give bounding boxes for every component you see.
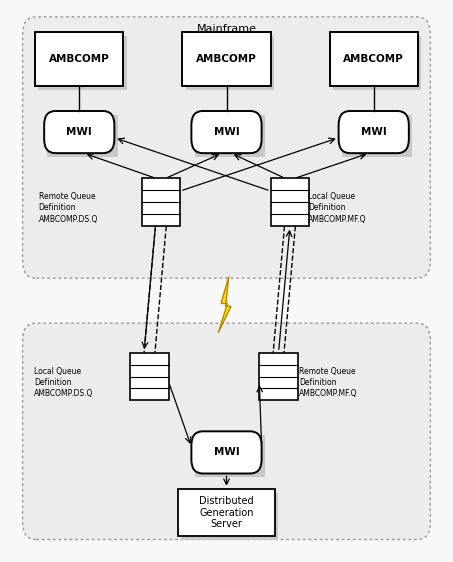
FancyBboxPatch shape	[44, 111, 114, 153]
Text: Remote Queue
Definition
AMBCOMP.DS.Q: Remote Queue Definition AMBCOMP.DS.Q	[39, 192, 98, 224]
Bar	[186, 37, 274, 90]
Bar	[342, 115, 412, 157]
Polygon shape	[218, 277, 231, 333]
Bar	[141, 179, 180, 226]
Text: AMBCOMP: AMBCOMP	[49, 54, 110, 64]
Bar	[195, 115, 265, 157]
Text: MWI: MWI	[214, 127, 239, 137]
Bar	[47, 115, 118, 157]
Text: MWI: MWI	[214, 447, 239, 457]
Bar	[35, 33, 123, 85]
Text: MWI: MWI	[361, 127, 386, 137]
Bar	[333, 37, 421, 90]
FancyBboxPatch shape	[191, 111, 262, 153]
Text: Distributed
Generation
Server: Distributed Generation Server	[199, 496, 254, 529]
Bar	[130, 353, 169, 400]
FancyBboxPatch shape	[191, 432, 262, 473]
FancyBboxPatch shape	[338, 111, 409, 153]
Text: Remote Queue
Definition
AMBCOMP.MF.Q: Remote Queue Definition AMBCOMP.MF.Q	[299, 366, 357, 398]
FancyBboxPatch shape	[23, 17, 430, 278]
Text: AMBCOMP: AMBCOMP	[196, 54, 257, 64]
Bar	[195, 435, 265, 478]
Bar	[260, 353, 298, 400]
Text: MWI: MWI	[67, 127, 92, 137]
Bar	[178, 488, 275, 536]
Bar	[181, 492, 278, 541]
Text: Local Queue
Definition
AMBCOMP.DS.Q: Local Queue Definition AMBCOMP.DS.Q	[34, 366, 93, 398]
Bar	[182, 33, 270, 85]
Bar	[38, 37, 126, 90]
Text: Mainframe: Mainframe	[197, 24, 256, 34]
Bar	[271, 179, 309, 226]
Text: Local Queue
Definition
AMBCOMP.MF.Q: Local Queue Definition AMBCOMP.MF.Q	[308, 192, 366, 224]
Text: AMBCOMP: AMBCOMP	[343, 54, 404, 64]
Bar	[329, 33, 418, 85]
FancyBboxPatch shape	[23, 323, 430, 540]
